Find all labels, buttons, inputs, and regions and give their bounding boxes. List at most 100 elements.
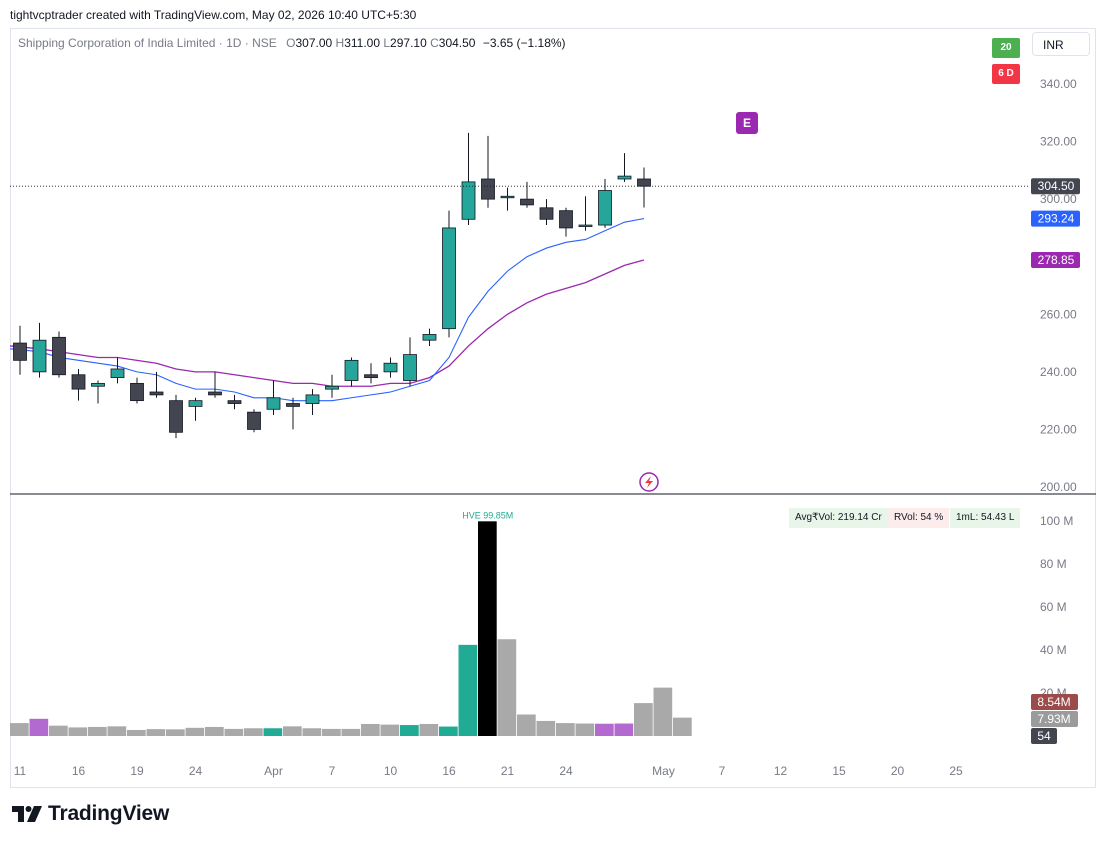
hve-label: HVE 99.85M <box>462 510 513 520</box>
currency-button[interactable]: INR <box>1032 32 1090 56</box>
volume-bar <box>458 644 478 736</box>
price-tick-label: 320.00 <box>1040 135 1077 149</box>
candle-body <box>559 210 573 229</box>
relative-volume-stat: RVol: 54 % <box>888 508 950 528</box>
ema-period-badge[interactable]: 20 <box>992 38 1020 58</box>
candle-body <box>598 190 612 226</box>
candle-body <box>383 362 398 373</box>
volume-bar <box>244 728 263 736</box>
time-tick-label: 24 <box>559 764 573 778</box>
volume-bar <box>29 718 49 736</box>
candle-body <box>13 342 27 361</box>
time-tick-label: 24 <box>189 764 203 778</box>
flash-icon-bolt <box>645 476 653 488</box>
candle-body <box>481 178 495 200</box>
high-key: H <box>335 36 345 50</box>
price-tick-label: 300.00 <box>1040 192 1077 206</box>
chart-attribution: tightvcptrader created with TradingView.… <box>10 8 417 22</box>
price-tick-label: 240.00 <box>1040 365 1077 379</box>
last-price-label: 304.50 <box>1038 179 1075 193</box>
volume-bar <box>673 717 692 736</box>
time-tick-label: 7 <box>719 764 726 778</box>
tradingview-logo[interactable]: TradingView <box>12 802 169 826</box>
time-tick-label: 19 <box>130 764 144 778</box>
volume-bar <box>361 723 380 736</box>
price-tick-label: 220.00 <box>1040 422 1077 436</box>
low-value: 297.10 <box>390 36 427 50</box>
time-tick-label: 16 <box>72 764 86 778</box>
high-value: 311.00 <box>344 36 381 50</box>
candle-body <box>422 334 437 341</box>
volume-bar <box>146 729 166 736</box>
candle-body <box>91 382 105 387</box>
volume-last-label-bg <box>1031 694 1078 710</box>
volume-bar <box>634 703 653 736</box>
tradingview-logo-icon <box>12 806 42 822</box>
chart-frame <box>10 28 1096 788</box>
earnings-badge[interactable]: E <box>736 112 758 134</box>
ema-slow-label-bg <box>1031 252 1080 269</box>
candle-body <box>500 195 515 199</box>
ema-slow-label: 278.85 <box>1038 253 1075 267</box>
volume-bars: HVE 99.85M <box>10 510 692 736</box>
candle-body <box>188 400 203 407</box>
volume-bar <box>224 728 244 736</box>
time-tick-label: 10 <box>384 764 398 778</box>
time-tick-label: May <box>652 764 675 778</box>
candle-body <box>403 354 417 381</box>
volume-bar <box>68 727 88 736</box>
candle-body <box>130 382 144 402</box>
volume-bar <box>185 727 205 736</box>
volume-bar <box>10 723 29 736</box>
candle-body <box>71 374 86 390</box>
volume-bar <box>595 723 614 736</box>
volume-bar <box>536 720 556 736</box>
candle-body <box>461 181 476 220</box>
volume-tick-label: 40 M <box>1040 643 1067 657</box>
volume-bar <box>439 726 458 736</box>
volume-bar <box>653 687 673 736</box>
time-tick-label: 21 <box>501 764 515 778</box>
ema-fast-label-bg <box>1031 210 1080 227</box>
volume-avg-label-bg <box>1031 711 1078 727</box>
volume-bar <box>205 726 224 736</box>
volume-bar <box>263 728 283 736</box>
time-tick-label: 12 <box>774 764 788 778</box>
volume-bar <box>322 728 341 736</box>
volume-tick-label: 80 M <box>1040 557 1067 571</box>
ml-stat: 1mL: 54.43 L <box>950 508 1021 528</box>
candle-body <box>286 403 300 407</box>
candle-body <box>539 207 554 220</box>
symbol-name[interactable]: Shipping Corporation of India Limited · … <box>18 36 277 50</box>
candle-body <box>32 339 47 373</box>
candle-body <box>208 391 222 396</box>
close-value: 304.50 <box>438 36 476 50</box>
price-axis: 200.00220.00240.00260.00280.00300.00320.… <box>1040 77 1077 494</box>
candles <box>13 132 651 439</box>
volume-tick-label: 100 M <box>1040 514 1073 528</box>
time-tick-label: 7 <box>329 764 336 778</box>
days-badge[interactable]: 6 D <box>992 64 1020 84</box>
candle-body <box>325 385 339 390</box>
time-tick-label: Apr <box>264 764 283 778</box>
time-tick-label: 16 <box>442 764 456 778</box>
volume-bar <box>614 723 634 736</box>
volume-bar <box>478 521 497 736</box>
candle-body <box>247 411 261 430</box>
close-key: C <box>430 36 439 50</box>
candle-body <box>578 224 593 227</box>
change-value: −3.65 (−1.18%) <box>482 36 566 50</box>
candle-body <box>344 359 359 381</box>
ohlc-legend: Shipping Corporation of India Limited · … <box>18 36 566 50</box>
candle-body <box>149 391 164 396</box>
time-axis: 11 16 19 24 Apr 7 10 16 21 24 May 7 12 15 20 25 <box>14 764 963 778</box>
volume-bar <box>380 724 400 736</box>
tradingview-brand: TradingView <box>48 802 170 825</box>
price-tick-label: 340.00 <box>1040 77 1077 91</box>
candle-body <box>169 400 183 433</box>
volume-tick-label: 60 M <box>1040 600 1067 614</box>
rvol-label: 54 <box>1037 729 1051 743</box>
time-tick-label: 11 <box>14 764 27 778</box>
avg-volume-stat: Avg₹Vol: 219.14 Cr <box>789 508 888 528</box>
